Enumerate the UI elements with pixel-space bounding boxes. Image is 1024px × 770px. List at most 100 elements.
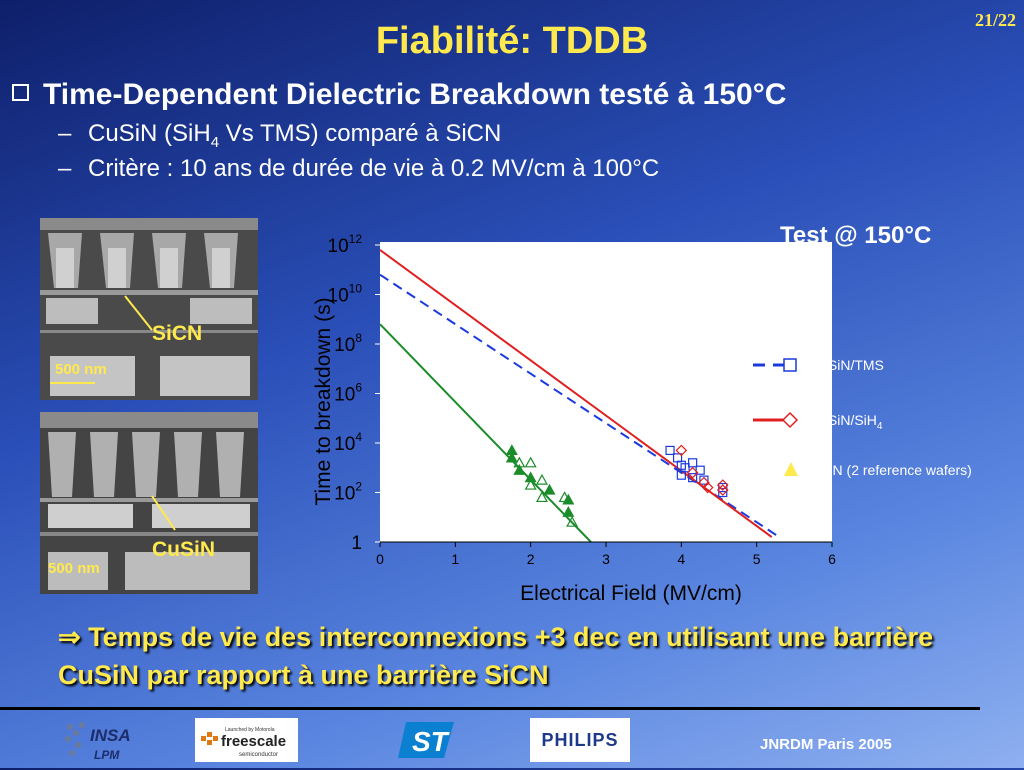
philips-text: PHILIPS	[541, 730, 619, 750]
legend-label: SiCN (2 reference wafers)	[810, 462, 972, 478]
gain-arrow-head	[494, 346, 507, 357]
x-tick-label: 1	[451, 551, 459, 567]
scale-label-cusin: 500 nm	[48, 560, 100, 577]
y-axis-label: Time to breakdown (s)	[312, 297, 335, 505]
page-number: 21/22	[974, 10, 1016, 30]
freescale-sub: semiconductor	[239, 752, 278, 758]
conclusion-body: Temps de vie des interconnexions +3 dec …	[58, 622, 934, 690]
data-point-square	[718, 482, 728, 493]
data-point-triangle-filled	[513, 463, 526, 475]
x-tick-label: 0	[376, 551, 384, 567]
field-marker-label: 0,2 MV/cm	[420, 500, 482, 515]
sem-label-sicn: SiCN	[152, 322, 203, 345]
insa-lpm-logo-art: INSA LPM	[65, 722, 131, 762]
dash-icon: –	[58, 120, 72, 147]
data-point-triangle-filled	[562, 493, 575, 505]
data-point-triangle-filled	[543, 483, 556, 495]
y-tick-label: 106	[334, 381, 362, 406]
y-tick-label: 108	[334, 331, 362, 356]
fit-line	[379, 249, 773, 538]
data-point-diamond	[716, 479, 729, 491]
freescale-logo-art: Launched by Motorola freescale semicondu…	[201, 727, 286, 758]
field-marker-arrow	[398, 509, 411, 535]
legend-triangle-filled-icon	[784, 462, 798, 476]
philips-logo: PHILIPS	[530, 718, 630, 762]
legend-triangle-open-icon	[766, 460, 782, 477]
sem-image-cusin	[40, 412, 258, 594]
legend-label: CuSiN/TMS	[810, 357, 884, 373]
chart-legend: CuSiN/TMS CuSiN/SiH4 SiCN (2 reference waf…	[753, 357, 972, 478]
sem-image-sicn	[40, 218, 258, 400]
gain-label: + 3 dec	[507, 378, 565, 397]
y-tick-label: 104	[334, 430, 362, 455]
x-tick-label: 5	[753, 551, 761, 567]
x-tick-label: 3	[602, 551, 610, 567]
data-point-triangle-open	[524, 456, 537, 468]
freescale-name: freescale	[221, 733, 286, 750]
st-logo-art: ST	[398, 722, 454, 758]
data-point-diamond	[698, 476, 710, 489]
legend-label: CuSiN/SiH4	[810, 412, 883, 432]
data-point-square	[699, 475, 709, 485]
insa-text: INSA	[90, 726, 131, 745]
sub-bullet-2: – Critère : 10 ans de durée de vie à 0.2 …	[58, 155, 659, 183]
implies-arrow-icon: ⇒	[58, 622, 89, 652]
y-tick-label: 1012	[328, 232, 363, 257]
data-point-triangle-open	[535, 491, 548, 503]
conclusion-text: ⇒ Temps de vie des interconnexions +3 de…	[58, 618, 1008, 694]
sub-bullet-2-text: Critère : 10 ans de durée de vie à 0.2 M…	[88, 155, 660, 182]
plot-area	[380, 242, 832, 542]
sem-sicn-drawing	[40, 218, 258, 400]
data-point-triangle-filled	[524, 471, 537, 483]
data-point-diamond	[716, 484, 729, 496]
sem-label-cusin: CuSiN	[152, 538, 215, 561]
st-logo: ST	[398, 718, 458, 762]
slide-title: Fiabilité: TDDB	[375, 20, 649, 62]
data-point-square	[688, 458, 698, 468]
data-point-diamond	[701, 481, 714, 494]
data-point-triangle-open	[535, 473, 548, 485]
y-tick-label: 102	[334, 480, 362, 505]
freescale-logo: Launched by Motorola freescale semicondu…	[195, 718, 298, 762]
y-tick-label: 1010	[328, 282, 363, 307]
footer-divider	[0, 707, 980, 710]
data-point-triangle-filled	[505, 451, 518, 463]
checkbox-bullet-icon	[12, 84, 29, 101]
data-point-triangle-open	[566, 515, 579, 527]
sem-cusin-drawing	[40, 412, 258, 594]
lpm-text: LPM	[94, 748, 120, 762]
sub-bullet-1-suffix: Vs TMS) comparé à SiCN	[219, 120, 502, 147]
data-point-square	[688, 473, 698, 483]
y-tick-label: 1	[351, 533, 362, 554]
st-text: ST	[412, 726, 451, 757]
data-point-triangle-open	[524, 478, 537, 490]
main-bullet-text: Time-Dependent Dielectric Breakdown test…	[43, 78, 787, 111]
x-axis-label: Electrical Field (MV/cm)	[520, 582, 742, 605]
data-point-diamond	[675, 444, 688, 457]
scale-bar-sicn	[50, 382, 95, 384]
main-bullet: Time-Dependent Dielectric Breakdown test…	[12, 78, 786, 112]
data-point-triangle-filled	[562, 506, 575, 517]
data-point-square	[718, 487, 728, 498]
x-tick-label: 6	[828, 551, 836, 567]
dash-icon: –	[58, 155, 72, 182]
sub-bullet-1-prefix: CuSiN (SiH	[88, 120, 211, 147]
data-point-square	[680, 463, 690, 473]
sub-bullet-1-subscript: 4	[210, 133, 220, 151]
x-tick-label: 2	[527, 551, 535, 567]
freescale-small-text: Launched by Motorola	[225, 727, 275, 733]
event-label: JNRDM Paris 2005	[760, 736, 892, 753]
insa-lpm-logo: INSA LPM	[60, 713, 140, 765]
chart-marks: 0,2 MV/cm 10 years @ 100°C + 3 dec	[379, 245, 780, 543]
data-point-diamond	[686, 466, 699, 479]
sub-bullet-1: – CuSiN (SiH4 Vs TMS) comparé à SiCN	[58, 120, 501, 151]
scale-label-sicn: 500 nm	[55, 361, 107, 378]
fit-line	[379, 323, 592, 543]
legend-square-icon	[783, 358, 797, 372]
data-point-square	[695, 465, 705, 475]
x-tick-label: 4	[677, 551, 685, 567]
legend-diamond-icon	[781, 411, 799, 429]
ten-years-label: 10 years @ 100°C	[602, 323, 719, 339]
